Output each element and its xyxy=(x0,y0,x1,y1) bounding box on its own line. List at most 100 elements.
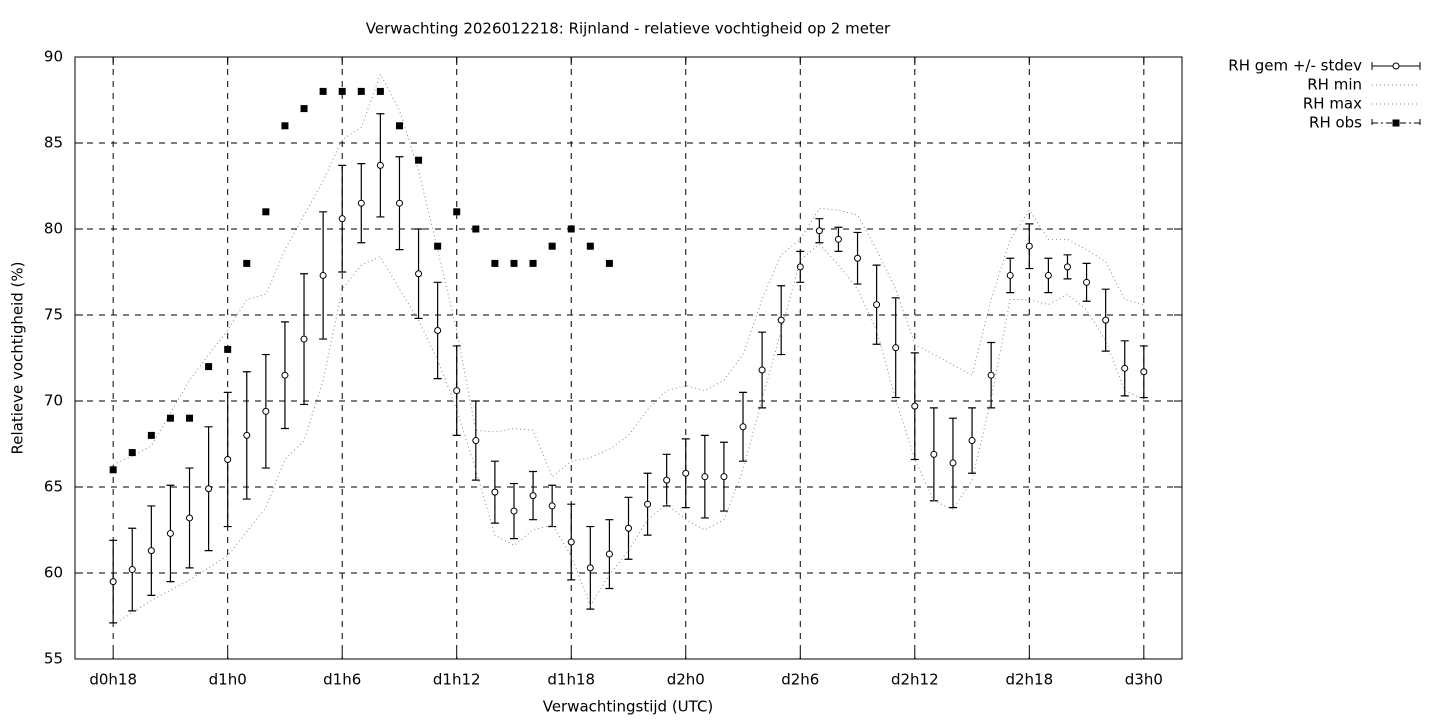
x-tick-label: d1h0 xyxy=(209,671,247,689)
range-line xyxy=(112,72,1144,478)
mean-point xyxy=(968,437,976,445)
obs-point xyxy=(128,449,136,457)
mean-point xyxy=(1025,242,1033,250)
mean-point xyxy=(1044,271,1052,279)
mean-point xyxy=(873,301,881,309)
mean-point xyxy=(682,469,690,477)
mean-point xyxy=(1063,263,1071,271)
mean-point xyxy=(796,263,804,271)
mean-point xyxy=(911,402,919,410)
mean-point xyxy=(739,423,747,431)
mean-point xyxy=(1083,278,1091,286)
obs-point xyxy=(243,259,251,267)
obs-point xyxy=(357,87,365,95)
legend-label: RH obs xyxy=(1309,114,1362,132)
mean-point xyxy=(1140,368,1148,376)
mean-point xyxy=(453,387,461,395)
x-tick-label: d3h0 xyxy=(1125,671,1163,689)
mean-point xyxy=(186,514,194,522)
mean-point xyxy=(338,215,346,223)
obs-point xyxy=(224,345,232,353)
mean-point xyxy=(834,235,842,243)
mean-point xyxy=(243,431,251,439)
obs-point xyxy=(166,414,174,422)
mean-point xyxy=(510,507,518,515)
x-tick-label: d2h0 xyxy=(667,671,705,689)
y-tick-label: 55 xyxy=(44,650,63,668)
mean-point xyxy=(892,344,900,352)
mean-point xyxy=(205,485,213,493)
x-tick-label: d1h12 xyxy=(433,671,481,689)
mean-point xyxy=(567,538,575,546)
mean-point xyxy=(1006,271,1014,279)
mean-point xyxy=(434,326,442,334)
x-tick-label: d2h12 xyxy=(891,671,939,689)
mean-point xyxy=(376,161,384,169)
mean-point xyxy=(815,227,823,235)
obs-point xyxy=(472,225,480,233)
y-tick-label: 65 xyxy=(44,478,63,496)
mean-point xyxy=(472,437,480,445)
obs-point xyxy=(205,363,213,371)
obs-point xyxy=(510,259,518,267)
obs-point xyxy=(491,259,499,267)
x-tick-label: d2h6 xyxy=(781,671,819,689)
obs-point xyxy=(147,431,155,439)
mean-point xyxy=(166,529,174,537)
legend-symbol xyxy=(1392,119,1400,127)
mean-point xyxy=(357,199,365,207)
mean-point xyxy=(854,254,862,262)
obs-point xyxy=(605,259,613,267)
obs-point xyxy=(338,87,346,95)
obs-point xyxy=(453,208,461,216)
mean-point xyxy=(987,371,995,379)
x-axis-label: Verwachtingstijd (UTC) xyxy=(543,698,714,716)
plot-frame xyxy=(74,56,1183,660)
range-line xyxy=(112,243,1145,626)
mean-point xyxy=(395,199,403,207)
mean-point xyxy=(319,271,327,279)
y-tick-label: 60 xyxy=(44,564,63,582)
obs-point xyxy=(434,242,442,250)
mean-point xyxy=(300,335,308,343)
mean-point xyxy=(415,270,423,278)
y-axis-label: Relatieve vochtigheid (%) xyxy=(9,261,27,454)
legend-label: RH gem +/- stdev xyxy=(1228,57,1362,75)
obs-point xyxy=(376,87,384,95)
x-tick-label: d2h18 xyxy=(1005,671,1053,689)
obs-point xyxy=(586,242,594,250)
mean-point xyxy=(586,564,594,572)
mean-point xyxy=(758,366,766,374)
x-tick-label: d1h6 xyxy=(323,671,361,689)
mean-point xyxy=(701,473,709,481)
legend-label: RH max xyxy=(1303,95,1362,113)
y-tick-label: 70 xyxy=(44,392,63,410)
mean-point xyxy=(128,566,136,574)
x-tick-label: d0h18 xyxy=(89,671,137,689)
obs-point xyxy=(300,105,308,113)
legend-label: RH min xyxy=(1307,76,1362,94)
mean-point xyxy=(777,316,785,324)
obs-point xyxy=(395,122,403,130)
mean-point xyxy=(1102,316,1110,324)
obs-point xyxy=(186,414,194,422)
obs-point xyxy=(415,156,423,164)
mean-point xyxy=(1121,364,1129,372)
y-tick-label: 80 xyxy=(44,220,63,238)
mean-point xyxy=(625,524,632,532)
y-tick-label: 90 xyxy=(44,48,63,66)
obs-point xyxy=(262,208,270,216)
obs-point xyxy=(109,466,117,474)
chart-title: Verwachting 2026012218: Rijnland - relat… xyxy=(366,20,891,38)
y-tick-label: 85 xyxy=(44,134,63,152)
mean-point xyxy=(147,547,155,555)
mean-point xyxy=(224,455,232,463)
mean-point xyxy=(262,407,270,415)
mean-point xyxy=(930,450,938,458)
mean-point xyxy=(491,488,499,496)
obs-point xyxy=(319,87,327,95)
mean-point xyxy=(529,492,537,500)
obs-point xyxy=(548,242,556,250)
